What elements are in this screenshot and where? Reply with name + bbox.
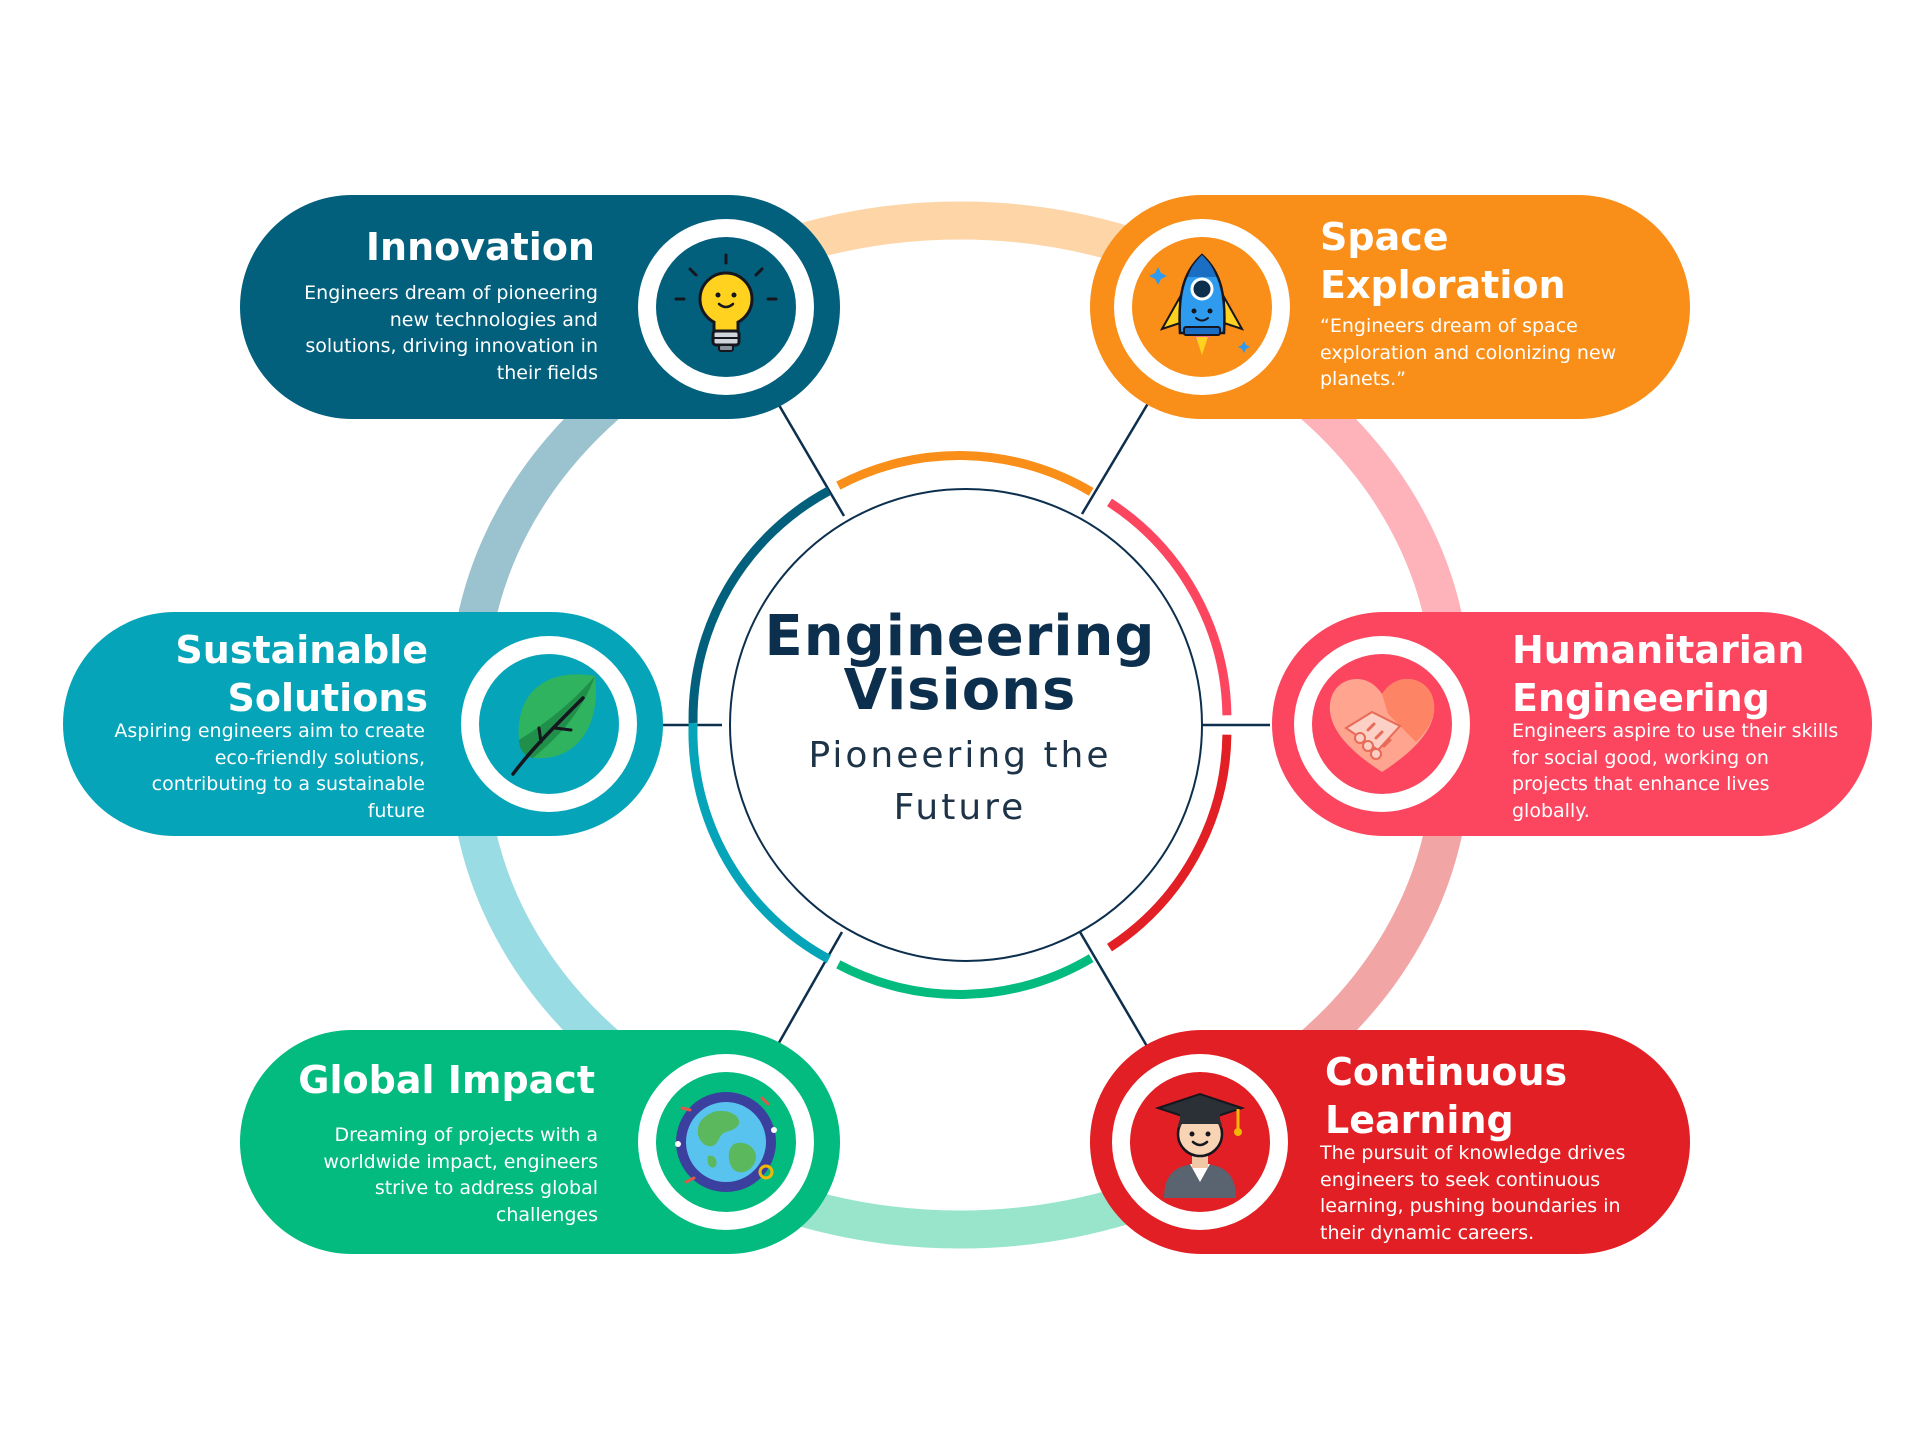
icon-ring: [638, 219, 814, 395]
card-title: Space Exploration: [1320, 215, 1566, 307]
globe-icon: [656, 1072, 796, 1212]
card-title: Continuous Learning: [1325, 1050, 1568, 1142]
outer-arc-bottom: [789, 1187, 1131, 1249]
leaf-icon: [479, 654, 619, 794]
card-description: Engineers dream of pioneering new techno…: [304, 282, 598, 384]
heart-handshake-icon: [1312, 654, 1452, 794]
card-description: “Engineers dream of space exploration an…: [1320, 315, 1617, 390]
card-title: Global Impact: [298, 1058, 595, 1102]
center-subtitle-line-1: Pioneering the: [808, 735, 1112, 776]
card-title: Sustainable Solutions: [175, 628, 428, 720]
center-title-line-2: Visions: [843, 658, 1077, 723]
icon-ring: [638, 1054, 814, 1230]
center-title-line-1: Engineering: [764, 604, 1156, 669]
graduate-icon: [1130, 1072, 1270, 1212]
icon-ring: [1114, 219, 1290, 395]
inner-ring: [688, 451, 1232, 999]
center-subtitle-line-2: Future: [893, 787, 1027, 828]
card-space-exploration: Space Exploration “Engineers dream of sp…: [1090, 195, 1690, 419]
center-circle: [729, 488, 1203, 962]
card-title: Humanitarian Engineering: [1512, 628, 1805, 720]
card-continuous-learning: Continuous Learning The pursuit of knowl…: [1090, 1030, 1690, 1254]
card-sustainable-solutions: Sustainable Solutions Aspiring engineers…: [63, 612, 663, 836]
card-humanitarian-engineering: Humanitarian Engineering Engineers aspir…: [1272, 612, 1872, 836]
icon-ring: [1112, 1054, 1288, 1230]
card-innovation: Innovation Engineers dream of pioneering…: [240, 195, 840, 419]
card-title: Innovation: [365, 225, 595, 269]
card-description: Engineers aspire to use their skills for…: [1512, 720, 1839, 822]
lightbulb-icon: [656, 237, 796, 377]
center-title: Engineering Visions: [720, 604, 1200, 723]
center-label: Engineering Visions Pioneering the Futur…: [720, 604, 1200, 834]
card-global-impact: Global Impact Dreaming of projects with …: [240, 1030, 840, 1254]
card-description: Aspiring engineers aim to create eco-fri…: [114, 720, 425, 822]
icon-ring: [1294, 636, 1470, 812]
rocket-icon: [1132, 237, 1272, 377]
outer-arc-top: [789, 201, 1131, 263]
icon-ring: [461, 636, 637, 812]
card-description: Dreaming of projects with a worldwide im…: [323, 1124, 598, 1226]
center-subtitle: Pioneering the Future: [720, 730, 1200, 834]
card-description: The pursuit of knowledge drives engineer…: [1320, 1142, 1626, 1244]
